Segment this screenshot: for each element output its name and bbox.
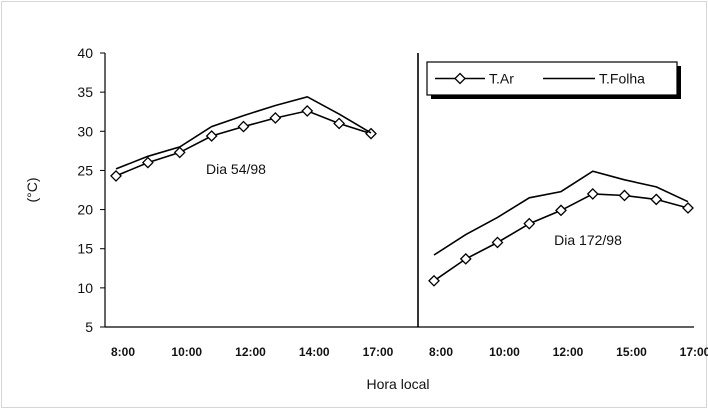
data-point-diamond [269,112,282,124]
x-tick-label: 17:00 [363,345,394,359]
panel-label: Dia 54/98 [206,161,266,177]
data-point-diamond [237,120,250,133]
legend-marker-diamond [454,72,466,85]
x-tick-label: 10:00 [171,345,202,359]
data-point-diamond [650,193,663,206]
x-axis-label: Hora local [366,376,429,392]
series-line-t-folha [433,170,689,256]
legend-label-t-folha: T.Folha [599,71,645,87]
x-tick-label: 14:00 [299,345,330,359]
y-tick-label: 5 [85,319,93,335]
x-tick-label: 15:00 [616,345,647,359]
data-point-diamond [173,146,186,159]
series-layer [110,95,694,287]
data-point-diamond [523,217,536,230]
data-point-diamond [301,105,314,117]
data-point-diamond [428,274,440,287]
y-tick-label: 20 [77,202,93,218]
data-point-diamond [141,156,154,169]
data-point-diamond [555,204,567,217]
axes-layer [100,52,694,328]
x-tick-label: 8:00 [429,345,453,359]
panel-label: Dia 172/98 [554,232,622,248]
x-tick-label: 12:00 [553,345,584,359]
label-layer: 40 35 30 25 20 15 10 5 (°C) Hora local 8:00 10:00 12… [24,45,708,392]
data-point-diamond [205,130,218,142]
data-point-diamond [586,187,599,200]
y-tick-label: 35 [77,84,93,100]
y-tick-label: 15 [77,241,93,257]
y-axis-label: (°C) [24,177,40,202]
x-tick-label: 17:00 [680,345,708,359]
x-tick-label: 8:00 [111,345,135,359]
data-point-diamond [491,236,504,249]
data-point-diamond [459,252,472,265]
data-point-diamond [682,202,694,214]
data-point-diamond [110,169,122,182]
y-tick-label: 25 [77,162,93,178]
series-line-t-folha [115,95,372,170]
y-tick-label: 10 [77,280,93,296]
y-tick-label: 30 [77,123,93,139]
data-point-diamond [618,189,631,202]
data-point-diamond [333,117,346,130]
legend-label-t-ar: T.Ar [489,71,514,87]
x-tick-label: 10:00 [489,345,520,359]
x-tick-label: 12:00 [235,345,266,359]
legend: T.Ar T.Folha [426,61,681,99]
y-tick-label: 40 [77,45,93,61]
